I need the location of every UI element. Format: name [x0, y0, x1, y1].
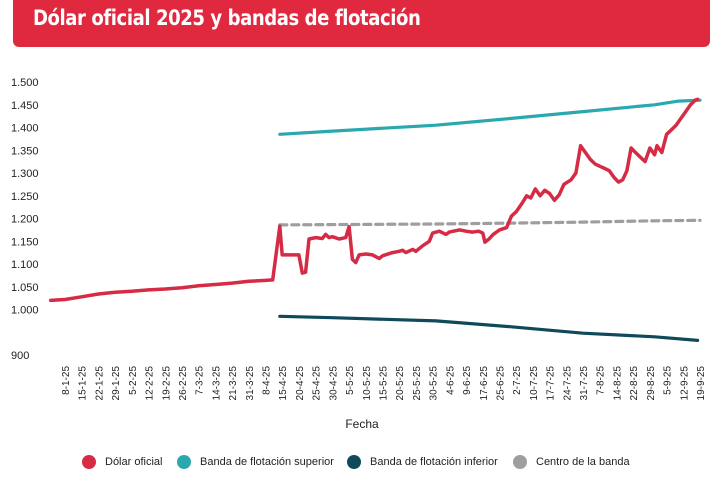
legend-label: Banda de flotación inferior [370, 456, 498, 468]
legend-marker-banda-superior [177, 455, 191, 469]
x-tick-label: 31-7-25 [579, 366, 590, 401]
title-bar: Dólar oficial 2025 y bandas de flotación [13, 0, 710, 47]
x-tick-label: 8-1-25 [61, 366, 72, 395]
x-tick-label: 22-1-25 [94, 366, 105, 401]
x-tick-label: 21-3-25 [228, 366, 239, 401]
legend-marker-centro [513, 455, 527, 469]
y-tick-label: 1.350 [11, 145, 39, 157]
x-tick-label: 19-2-25 [161, 366, 172, 401]
x-tick-label: 5-5-25 [345, 366, 356, 395]
x-tick-label: 25-5-25 [412, 366, 423, 401]
series-dolar-oficial-line [48, 97, 700, 303]
x-tick-label: 12-9-25 [679, 366, 690, 401]
chart-title: Dólar oficial 2025 y bandas de flotación [33, 6, 421, 30]
x-tick-label: 30-5-25 [429, 366, 440, 401]
x-tick-label: 30-4-25 [328, 366, 339, 401]
x-tick-label: 10-5-25 [362, 366, 373, 401]
x-tick-label: 9-6-25 [462, 366, 473, 395]
legend-label: Centro de la banda [536, 456, 630, 468]
x-tick-label: 8-4-25 [262, 366, 273, 395]
x-tick-label: 10-7-25 [529, 366, 540, 401]
x-tick-label: 15-5-25 [379, 366, 390, 401]
y-tick-label: 1.250 [11, 191, 39, 203]
x-tick-label: 17-6-25 [479, 366, 490, 401]
x-tick-label: 15-1-25 [78, 366, 89, 401]
x-tick-label: 20-4-25 [295, 366, 306, 401]
y-tick-label: 900 [11, 350, 29, 362]
series-banda-superior-line [278, 98, 702, 136]
x-axis-ticks: 8-1-25 15-1-25 22-1-25 29-1-25 5-2-25 12-2-25… [61, 366, 707, 401]
legend-marker-banda-inferior [347, 455, 361, 469]
x-tick-label: 14-3-25 [211, 366, 222, 401]
y-tick-label: 1.200 [11, 214, 39, 226]
x-tick-label: 2-7-25 [512, 366, 523, 395]
x-tick-label: 12-2-25 [145, 366, 156, 401]
x-tick-label: 29-1-25 [111, 366, 122, 401]
y-tick-label: 1.500 [11, 77, 39, 89]
legend-label: Banda de flotación superior [200, 456, 334, 468]
y-axis-ticks: 900 1.000 1.050 1.100 1.150 1.200 1.250 1.300 1.… [11, 77, 39, 362]
legend-item-banda-inferior[interactable]: Banda de flotación inferior [347, 448, 498, 476]
x-tick-label: 26-2-25 [178, 366, 189, 401]
legend-item-dolar-oficial[interactable]: Dólar oficial [82, 448, 162, 476]
series-centro-line [278, 218, 702, 227]
x-tick-label: 29-8-25 [646, 366, 657, 401]
legend-marker-dolar-oficial [82, 455, 96, 469]
y-tick-label: 1.100 [11, 259, 39, 271]
y-tick-label: 1.450 [11, 100, 39, 112]
y-tick-label: 1.400 [11, 123, 39, 135]
x-tick-label: 25-6-25 [495, 366, 506, 401]
y-tick-label: 1.150 [11, 236, 39, 248]
x-tick-label: 20-5-25 [395, 366, 406, 401]
y-tick-label: 1.050 [11, 282, 39, 294]
legend-item-banda-superior[interactable]: Banda de flotación superior [177, 448, 334, 476]
x-tick-label: 7-8-25 [596, 366, 607, 395]
y-tick-label: 1.000 [11, 305, 39, 317]
x-tick-label: 14-8-25 [612, 366, 623, 401]
x-tick-label: 4-6-25 [445, 366, 456, 395]
y-tick-label: 1.300 [11, 168, 39, 180]
x-tick-label: 25-4-25 [312, 366, 323, 401]
x-tick-label: 31-3-25 [245, 366, 256, 401]
x-tick-label: 7-3-25 [195, 366, 206, 395]
x-tick-label: 5-2-25 [128, 366, 139, 395]
legend-item-centro[interactable]: Centro de la banda [513, 448, 630, 476]
x-tick-label: 22-8-25 [629, 366, 640, 401]
x-tick-label: 19-9-25 [696, 366, 707, 401]
x-tick-label: 17-7-25 [546, 366, 557, 401]
x-axis-label: Fecha [345, 417, 379, 431]
x-tick-label: 15-4-25 [278, 366, 289, 401]
x-tick-label: 5-9-25 [663, 366, 674, 395]
x-tick-label: 24-7-25 [562, 366, 573, 401]
series-layer [48, 97, 702, 342]
legend-label: Dólar oficial [105, 456, 163, 468]
series-banda-inferior-line [278, 314, 700, 342]
legend: Dólar oficial Banda de flotación superio… [0, 448, 716, 478]
